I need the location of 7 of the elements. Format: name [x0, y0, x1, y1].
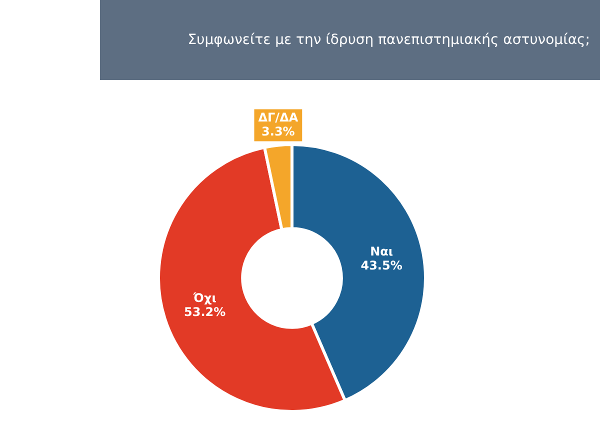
slice-label: Ναι [370, 244, 394, 259]
data-label: 43.5% [360, 258, 402, 273]
slice-label: ΔΓ/ΔΑ [258, 110, 299, 124]
slice-label: Όχι [192, 290, 217, 305]
data-label: 53.2% [184, 304, 226, 319]
data-label: 3.3% [262, 124, 295, 138]
chart-title: Συμφωνείτε με την ίδρυση πανεπιστημιακής αστυνομίας; [186, 32, 590, 48]
